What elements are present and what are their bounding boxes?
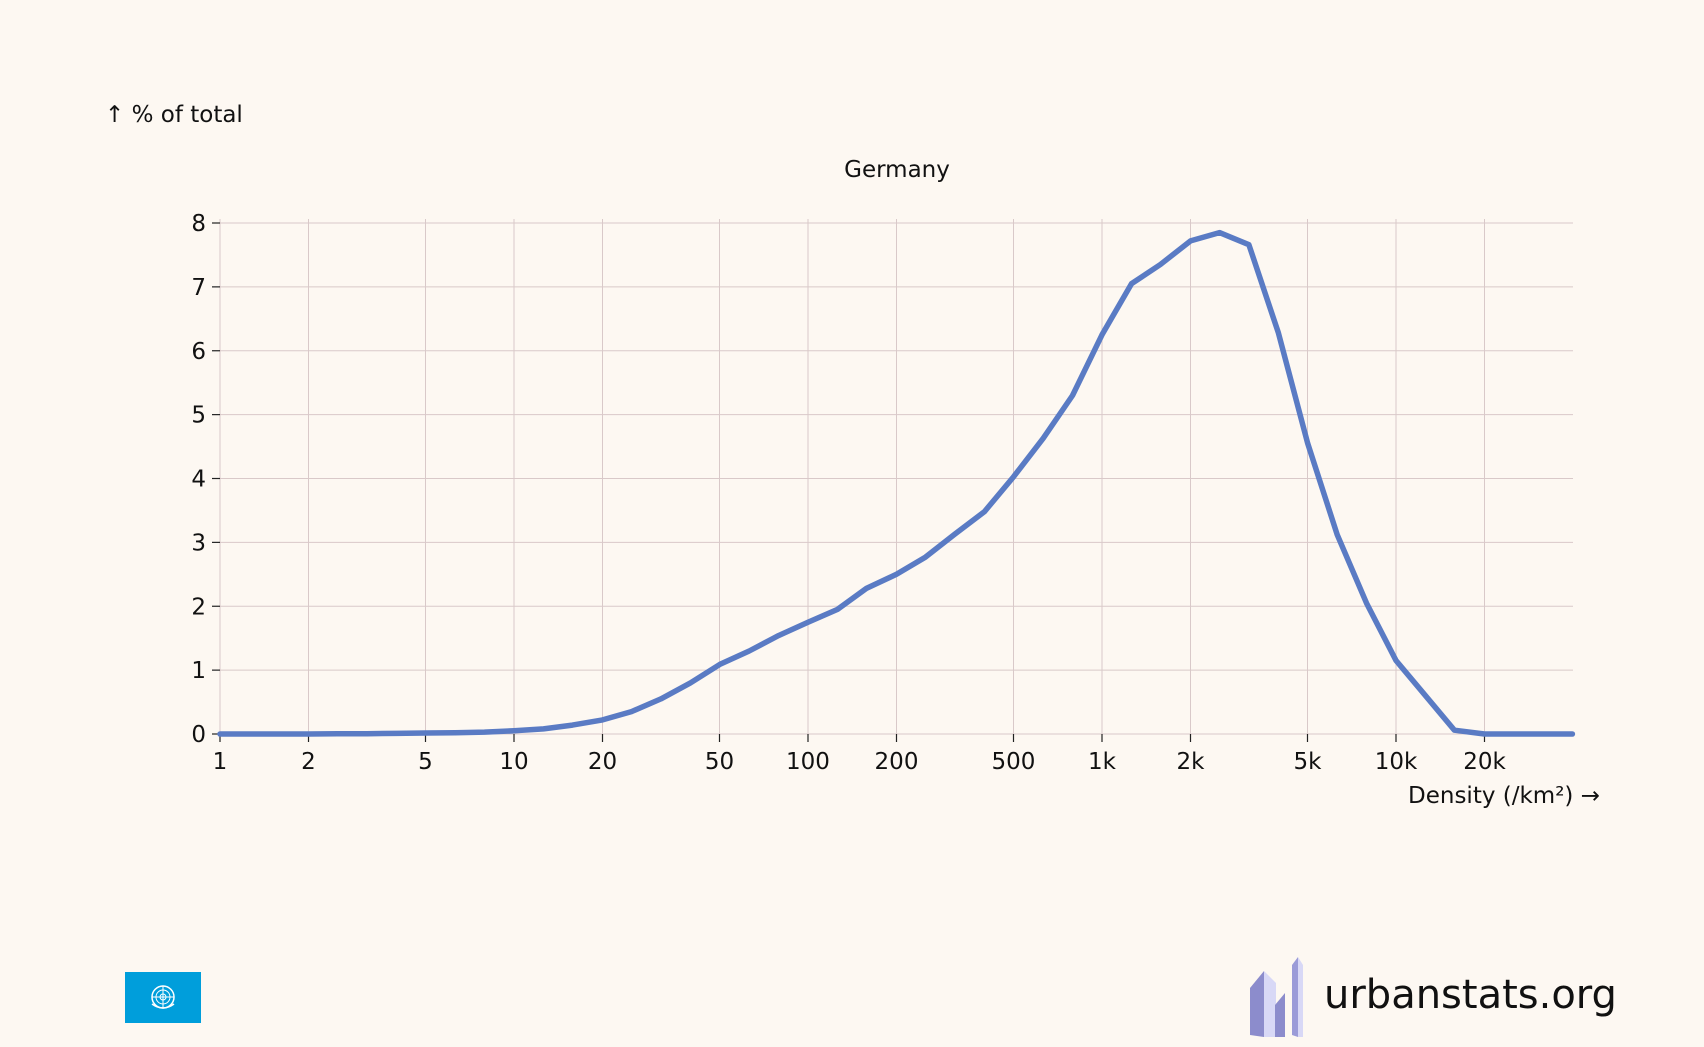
x-tick-label: 1k	[1088, 749, 1117, 775]
y-tick-label: 7	[191, 275, 206, 301]
x-tick-label: 20	[588, 749, 617, 775]
un-flag-icon	[125, 972, 201, 1023]
series-line-germany	[217, 229, 1576, 737]
x-tick-label: 10	[499, 749, 528, 775]
x-tick-label: 5	[418, 749, 433, 775]
x-tick-label: 1	[213, 749, 228, 775]
y-gridlines	[220, 222, 1573, 735]
y-tick-label: 4	[191, 467, 206, 493]
un-emblem-icon	[151, 985, 175, 1009]
x-tick-label: 50	[705, 749, 734, 775]
y-tick-label: 5	[191, 403, 206, 429]
y-axis-label: ↑ % of total	[105, 102, 243, 128]
y-tick-label: 0	[191, 722, 206, 748]
brand-text: urbanstats.org	[1324, 972, 1617, 1018]
x-gridlines	[219, 219, 1485, 734]
x-tick-label: 200	[875, 749, 919, 775]
x-tick-label: 2	[301, 749, 316, 775]
x-tick-label: 100	[786, 749, 830, 775]
x-tick-label: 20k	[1463, 749, 1506, 775]
chart-title: Germany	[844, 157, 950, 183]
brand[interactable]: urbanstats.org	[1248, 950, 1617, 1040]
y-tick-label: 3	[191, 530, 206, 556]
y-tick-label: 6	[191, 339, 206, 365]
x-tick-label: 2k	[1177, 749, 1206, 775]
y-axis: 0 1 2 3 4 5 6 7 8	[191, 211, 220, 748]
x-tick-label: 10k	[1375, 749, 1418, 775]
y-tick-label: 1	[191, 658, 206, 684]
x-axis: 1 2 5 10 20 50 100 200 500 1k 2k 5k 10k 20k	[213, 734, 1506, 775]
urbanstats-logo-icon	[1250, 956, 1303, 1037]
x-tick-label: 500	[992, 749, 1036, 775]
y-tick-label: 2	[191, 594, 206, 620]
x-tick-label: 5k	[1294, 749, 1323, 775]
x-axis-label: Density (/km²) →	[1408, 783, 1600, 809]
y-tick-label: 8	[191, 211, 206, 237]
